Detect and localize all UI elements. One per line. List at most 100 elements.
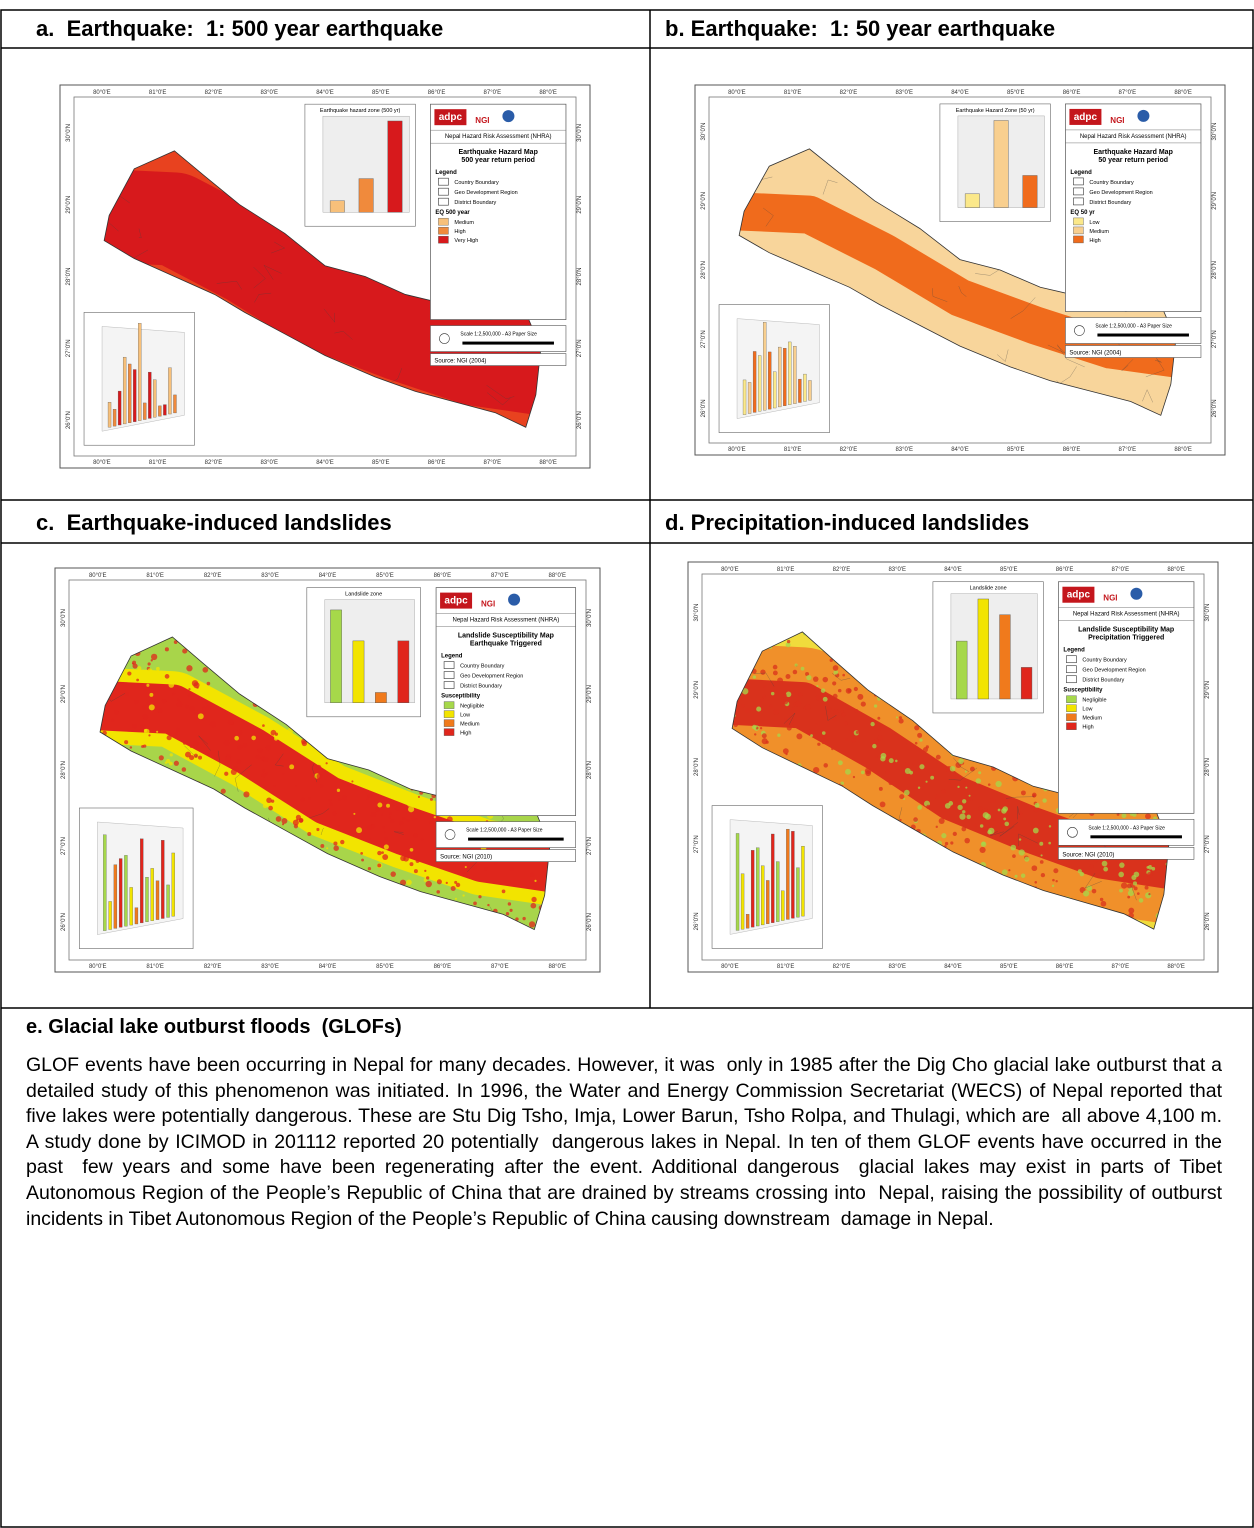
texture-dot [1134,886,1138,890]
texture-dot [1008,869,1010,871]
texture-dot [377,803,382,808]
texture-dot [316,765,321,770]
latitude-label: 29°0'N [1205,681,1211,699]
logo-globe [508,594,520,606]
texture-dot [377,863,381,867]
longitude-label: 85°0'E [1000,567,1018,573]
longitude-label: 87°0'E [1119,90,1137,96]
texture-dot [833,694,838,699]
document-table: 80°0'E80°0'E81°0'E81°0'E82°0'E82°0'E83°0… [0,0,1254,1528]
longitude-label: 80°0'E [89,573,107,579]
texture-dot [936,826,938,828]
texture-dot [1049,825,1051,827]
texture-dot [982,842,986,846]
class-swatch [444,702,454,709]
texture-dot [777,678,783,684]
texture-dot [224,772,228,776]
legend-swatch [438,188,448,195]
texture-dot [1127,896,1130,899]
texture-dot [261,773,266,778]
texture-dot [263,756,269,762]
latitude-label: 30°0'N [61,609,67,627]
legend-item: Country Boundary [454,180,499,186]
texture-dot [1002,806,1008,812]
texture-dot [1041,854,1043,856]
texture-dot [462,894,464,896]
legend-swatch [444,662,454,669]
texture-dot [299,818,303,822]
legend-swatch [444,672,454,679]
texture-dot [231,769,237,775]
class-item: Very High [454,238,478,244]
logo-text: adpc [444,596,468,607]
texture-dot [188,688,190,690]
texture-dot [980,847,986,853]
chart-3d-bar [173,395,176,413]
texture-dot [176,728,180,732]
texture-dot [889,781,893,785]
logo-globe [1137,110,1149,122]
texture-dot [832,717,836,721]
texture-dot [149,704,155,710]
texture-dot [760,727,762,729]
texture-dot [823,763,828,768]
logo-text: adpc [439,112,463,123]
texture-dot [1034,803,1039,808]
texture-dot [823,677,829,683]
texture-dot [408,806,414,812]
chart-3d-bar [778,347,781,407]
chart-3d-bar [766,880,769,923]
legend-swatch [1073,188,1083,195]
texture-dot [976,778,981,783]
texture-dot [1041,873,1045,877]
texture-dot [1148,893,1150,895]
texture-dot [168,682,174,688]
chart-3d-bar [746,914,749,928]
texture-dot [1147,872,1153,878]
texture-dot [192,680,198,686]
class-item: Negligible [1082,698,1106,704]
texture-dot [165,761,167,763]
texture-dot [289,764,294,769]
texture-dot [1151,864,1154,867]
section-title: e. Glacial lake outburst floods (GLOFs) [26,1016,402,1039]
chart-3d-bar [113,409,116,426]
texture-dot [894,734,896,736]
texture-dot [424,870,426,872]
longitude-label: 82°0'E [205,460,223,466]
scale-bar [468,838,564,841]
logo-text: NGI [1103,594,1117,603]
texture-dot [416,818,418,820]
chart-3d-bar [103,835,106,931]
class-swatch [438,236,448,243]
texture-dot [861,771,865,775]
texture-dot [769,704,773,708]
latitude-label: 29°0'N [587,685,593,703]
texture-dot [406,818,410,822]
class-item: Medium [460,722,480,728]
texture-dot [984,808,988,812]
texture-dot [1122,813,1127,818]
texture-dot [846,688,852,694]
texture-dot [798,693,803,698]
texture-dot [434,816,436,818]
texture-dot [806,675,811,680]
latitude-label: 26°0'N [1212,399,1218,417]
texture-dot [225,756,231,762]
texture-dot [822,731,826,735]
longitude-label: 83°0'E [261,573,279,579]
chart-3d-bar [761,866,764,925]
longitude-label: 87°0'E [1119,447,1137,453]
chart-3d-bar [140,839,143,923]
texture-dot [1019,838,1021,840]
texture-dot [436,890,440,894]
texture-dot [965,787,967,789]
map-subtitle: Earthquake Triggered [470,641,542,648]
chart-3d-bar [776,862,779,922]
texture-dot [198,756,202,760]
texture-dot [922,786,925,789]
longitude-label: 85°0'E [372,90,390,96]
legend-item: Geo Development Region [454,190,517,196]
chart-3d-bar [118,391,121,425]
texture-dot [159,755,164,760]
